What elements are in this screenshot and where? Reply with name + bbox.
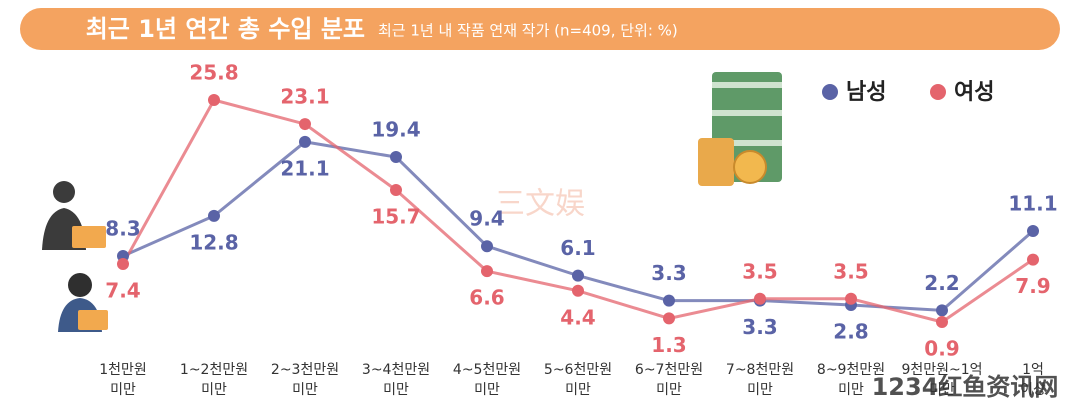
watermark: 1234红鱼资讯网 — [872, 373, 1059, 401]
data-label: 2.2 — [924, 271, 959, 295]
data-label: 25.8 — [189, 61, 238, 85]
data-label: 8.3 — [105, 217, 140, 241]
data-label: 11.1 — [1008, 192, 1057, 216]
legend-label: 여성 — [954, 80, 994, 105]
data-point — [208, 209, 220, 222]
data-point — [481, 240, 493, 253]
data-point — [845, 292, 857, 305]
money-icon — [698, 72, 782, 186]
x-tick-label: 8~9천만원 미만 — [817, 362, 885, 398]
chart-title: 최근 1년 연간 총 수입 분포 — [86, 15, 365, 43]
data-label: 6.1 — [560, 236, 595, 260]
data-point — [117, 258, 129, 271]
data-label: 3.3 — [742, 315, 777, 339]
x-tick-label: 1~2천만원 미만 — [180, 362, 248, 398]
data-label: 15.7 — [371, 205, 420, 229]
x-tick-label: 1천만원 미만 — [99, 362, 147, 398]
data-label: 3.5 — [742, 259, 777, 283]
data-label: 4.4 — [560, 305, 595, 329]
data-point — [663, 312, 675, 325]
data-label: 7.4 — [105, 279, 140, 303]
data-label: 3.3 — [651, 261, 686, 285]
x-tick-label: 7~8천만원 미만 — [726, 362, 794, 398]
data-point — [390, 184, 402, 197]
data-label: 19.4 — [371, 118, 420, 142]
data-point — [390, 151, 402, 164]
data-label: 9.4 — [469, 207, 504, 231]
data-label: 12.8 — [189, 230, 238, 254]
data-point — [299, 118, 311, 131]
data-label: 7.9 — [1015, 274, 1050, 298]
x-tick-label: 2~3천만원 미만 — [271, 362, 339, 398]
data-point — [663, 294, 675, 307]
data-point — [481, 265, 493, 278]
x-tick-label: 9천만원~1억 미만 — [901, 362, 982, 398]
watermark: 三文娱 — [495, 187, 585, 222]
data-point — [754, 292, 766, 305]
data-label: 0.9 — [924, 336, 959, 360]
data-label: 2.8 — [833, 320, 868, 344]
data-point — [208, 94, 220, 106]
x-tick-label: 1억 이상 — [1020, 362, 1046, 398]
legend-marker — [930, 84, 946, 100]
data-label: 21.1 — [280, 156, 329, 180]
x-tick-label: 3~4천만원 미만 — [362, 362, 430, 398]
data-point — [572, 284, 584, 297]
legend-label: 남성 — [846, 80, 886, 105]
x-tick-label: 4~5천만원 미만 — [453, 362, 521, 398]
data-point — [936, 315, 948, 328]
header-bar — [20, 8, 1060, 50]
data-label: 6.6 — [469, 286, 504, 310]
data-label: 1.3 — [651, 333, 686, 357]
data-point — [299, 135, 311, 148]
woman-icon — [58, 273, 108, 332]
data-point — [1027, 253, 1039, 266]
data-label: 3.5 — [833, 259, 868, 283]
man-icon — [42, 181, 106, 250]
data-point — [572, 269, 584, 282]
data-label: 23.1 — [280, 85, 329, 109]
legend-marker — [822, 84, 838, 100]
data-point — [1027, 225, 1039, 238]
x-tick-label: 6~7천만원 미만 — [635, 362, 703, 398]
data-point — [936, 304, 948, 317]
chart-subtitle: 최근 1년 내 작품 연재 작가 (n=409, 단위: %) — [378, 22, 678, 40]
x-tick-label: 5~6천만원 미만 — [544, 362, 612, 398]
